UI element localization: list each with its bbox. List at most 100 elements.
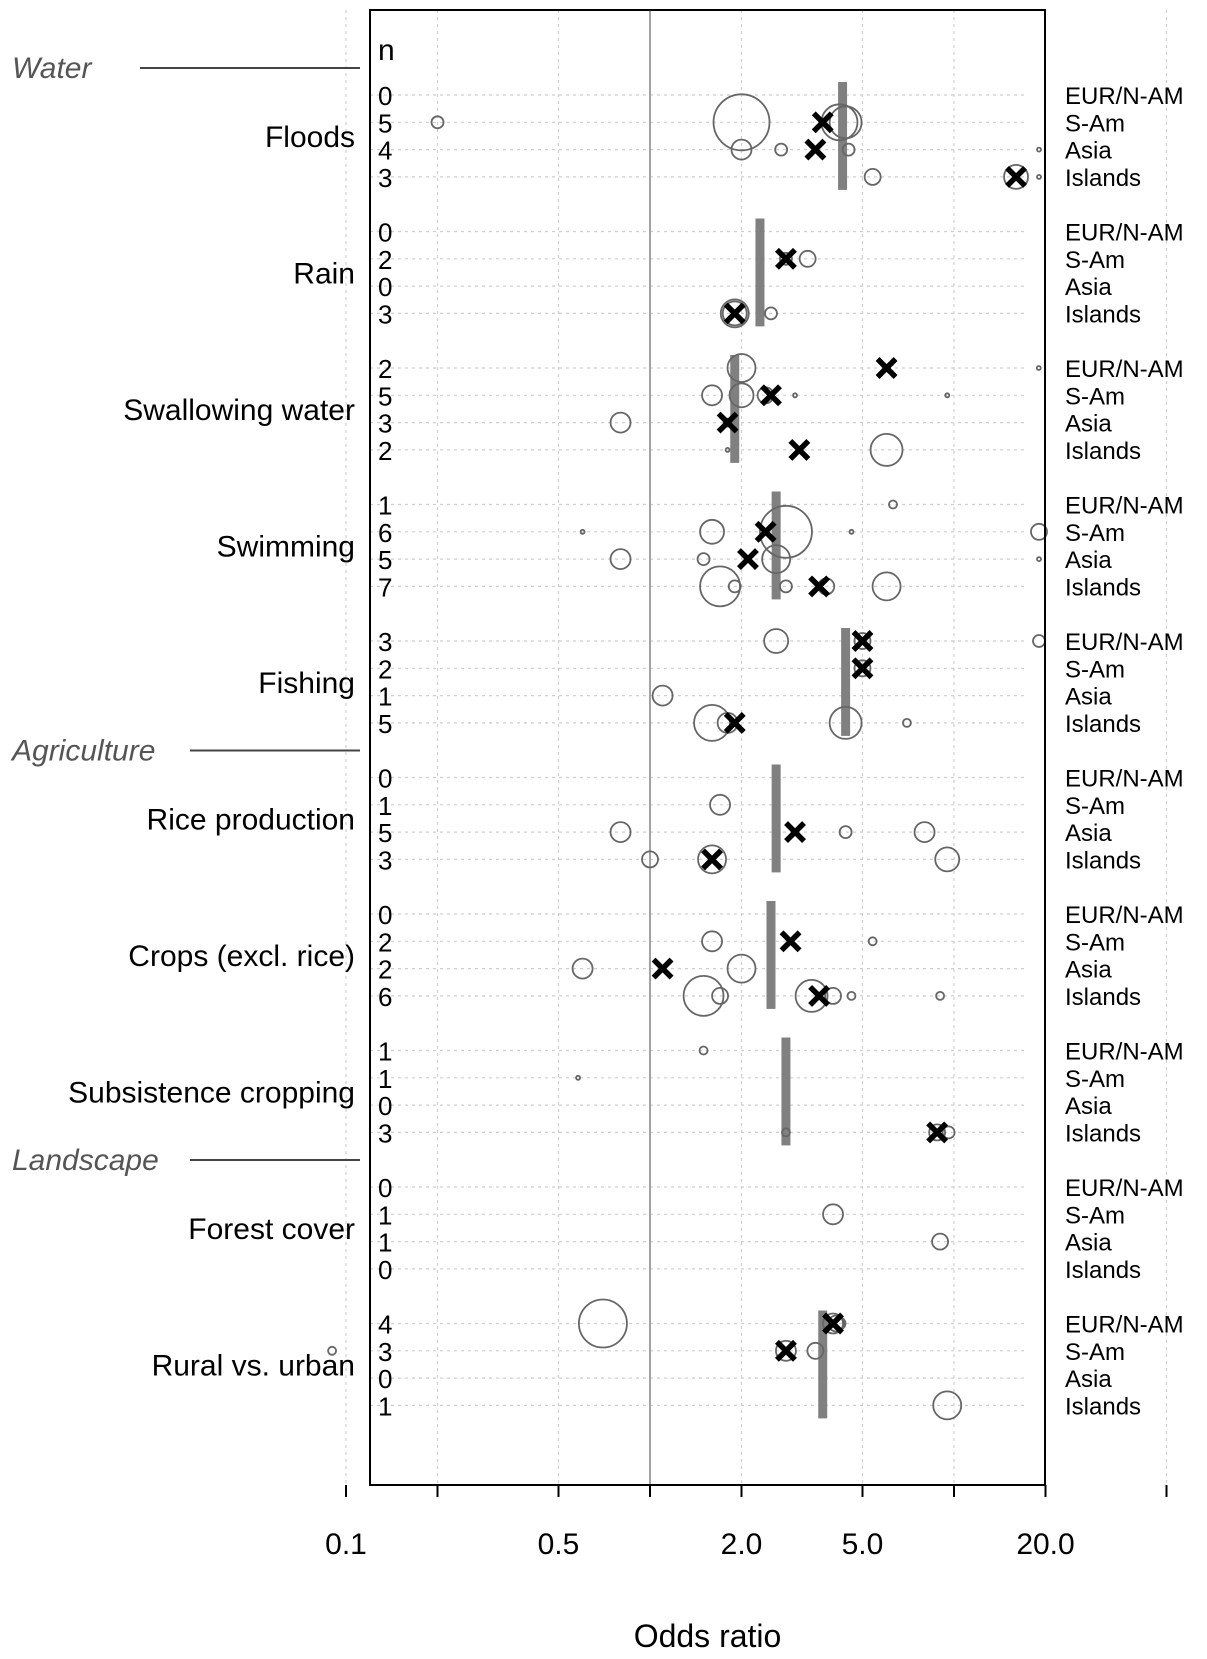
- row-n-value: 7: [378, 572, 392, 602]
- pooled-cross: [737, 548, 759, 571]
- study-circle: [853, 632, 872, 650]
- row-region-label: Islands: [1065, 984, 1141, 1011]
- study-circle: [932, 1390, 963, 1421]
- row-labels: n Water Agriculture Landscape Floods 0 EUR/N-A…: [10, 34, 1184, 1421]
- pooled-cross: [811, 111, 834, 134]
- group-label: Floods: [265, 121, 355, 154]
- pooled-cross: [723, 711, 746, 734]
- x-tick-label: 0.5: [538, 1528, 580, 1561]
- row-n-value: 5: [378, 108, 392, 138]
- row-n-value: 2: [378, 927, 392, 957]
- study-circle: [944, 392, 951, 399]
- study-circle: [701, 930, 723, 953]
- group-label: Rain: [293, 257, 355, 290]
- study-circle: [827, 1314, 846, 1333]
- row-region-label: EUR/N-AM: [1065, 493, 1184, 520]
- study-circle: [699, 518, 725, 545]
- study-circle: [779, 579, 793, 594]
- row-region-label: Asia: [1065, 684, 1112, 711]
- row-n-value: 2: [378, 955, 392, 985]
- row-region-label: S-Am: [1065, 520, 1125, 547]
- study-circle: [724, 446, 731, 453]
- row-region-label: Islands: [1065, 438, 1141, 465]
- group-label: Rice production: [147, 803, 355, 836]
- study-circle: [1030, 522, 1048, 541]
- row-n-value: 2: [378, 245, 392, 275]
- row-region-label: Islands: [1065, 1393, 1141, 1420]
- study-circle: [327, 1345, 337, 1356]
- study-circle: [841, 142, 856, 157]
- summary-bar: [818, 1310, 828, 1419]
- row-region-label: Asia: [1065, 411, 1112, 438]
- pooled-cross: [851, 630, 874, 652]
- row-n-value: 1: [378, 1200, 392, 1230]
- plot-frame: [369, 9, 1046, 1486]
- study-circle: [1032, 634, 1046, 648]
- row-region-label: S-Am: [1065, 1066, 1125, 1093]
- row-n-value: 5: [378, 818, 392, 848]
- study-circle: [934, 846, 961, 873]
- row-region-label: EUR/N-AM: [1065, 220, 1184, 247]
- study-circle: [578, 1298, 628, 1349]
- study-circle: [822, 1203, 844, 1226]
- x-axis: 0.1 0.5 2.0 5.0 20.0 Odds ratio: [325, 1485, 1168, 1654]
- study-circle: [579, 528, 586, 535]
- row-n-value: 1: [378, 791, 392, 821]
- study-circle: [698, 1045, 709, 1056]
- study-circle: [721, 300, 748, 327]
- row-n-value: 3: [378, 409, 392, 439]
- row-region-label: EUR/N-AM: [1065, 1312, 1184, 1339]
- study-circle: [763, 628, 790, 654]
- row-region-label: S-Am: [1065, 929, 1125, 956]
- row-region-label: EUR/N-AM: [1065, 766, 1184, 793]
- study-circle: [726, 953, 757, 984]
- pooled-cross: [754, 520, 777, 543]
- pooled-cross: [716, 411, 739, 434]
- study-circle: [651, 684, 674, 707]
- study-circle: [759, 504, 813, 559]
- group-label: Swimming: [217, 530, 355, 563]
- row-region-label: EUR/N-AM: [1065, 1175, 1184, 1202]
- pooled-cross: [774, 247, 797, 270]
- study-circle: [728, 382, 755, 409]
- x-tick-label: 0.1: [325, 1528, 367, 1561]
- x-axis-label: Odds ratio: [634, 1618, 782, 1654]
- row-n-value: 1: [378, 1064, 392, 1094]
- row-n-value: 3: [378, 1337, 392, 1367]
- row-region-label: S-Am: [1065, 1202, 1125, 1229]
- row-n-value: 0: [378, 1091, 392, 1121]
- summary-bar: [771, 764, 781, 873]
- summary-bar: [730, 355, 740, 463]
- study-circle: [838, 825, 853, 839]
- row-region-label: Asia: [1065, 138, 1112, 165]
- section-label: Agriculture: [10, 735, 155, 768]
- row-region-label: S-Am: [1065, 793, 1125, 820]
- study-circle: [913, 821, 936, 843]
- summary-bar: [755, 218, 765, 327]
- row-region-label: EUR/N-AM: [1065, 356, 1184, 383]
- study-circle: [853, 659, 872, 678]
- study-circle: [871, 571, 902, 602]
- study-circle: [761, 544, 792, 574]
- row-n-value: 1: [378, 491, 392, 521]
- section-label: Water: [12, 52, 92, 85]
- row-n-value: 2: [378, 654, 392, 684]
- row-n-value: 0: [378, 1364, 392, 1394]
- row-region-label: Asia: [1065, 820, 1112, 847]
- row-n-value: 0: [378, 1255, 392, 1285]
- row-n-value: 1: [378, 682, 392, 712]
- study-circle: [822, 1312, 844, 1335]
- row-region-label: Asia: [1065, 274, 1112, 301]
- group-label: Subsistence cropping: [68, 1076, 355, 1109]
- study-circle: [1003, 163, 1029, 190]
- pooled-cross: [875, 357, 898, 379]
- study-circle: [711, 987, 729, 1005]
- row-n-value: 6: [378, 982, 392, 1012]
- row-region-label: Islands: [1065, 711, 1141, 738]
- study-circle: [794, 979, 829, 1013]
- study-circle: [1036, 173, 1042, 180]
- row-n-value: 5: [378, 381, 392, 411]
- study-circle: [863, 167, 882, 186]
- row-n-value: 0: [378, 81, 392, 111]
- row-n-value: 0: [378, 272, 392, 302]
